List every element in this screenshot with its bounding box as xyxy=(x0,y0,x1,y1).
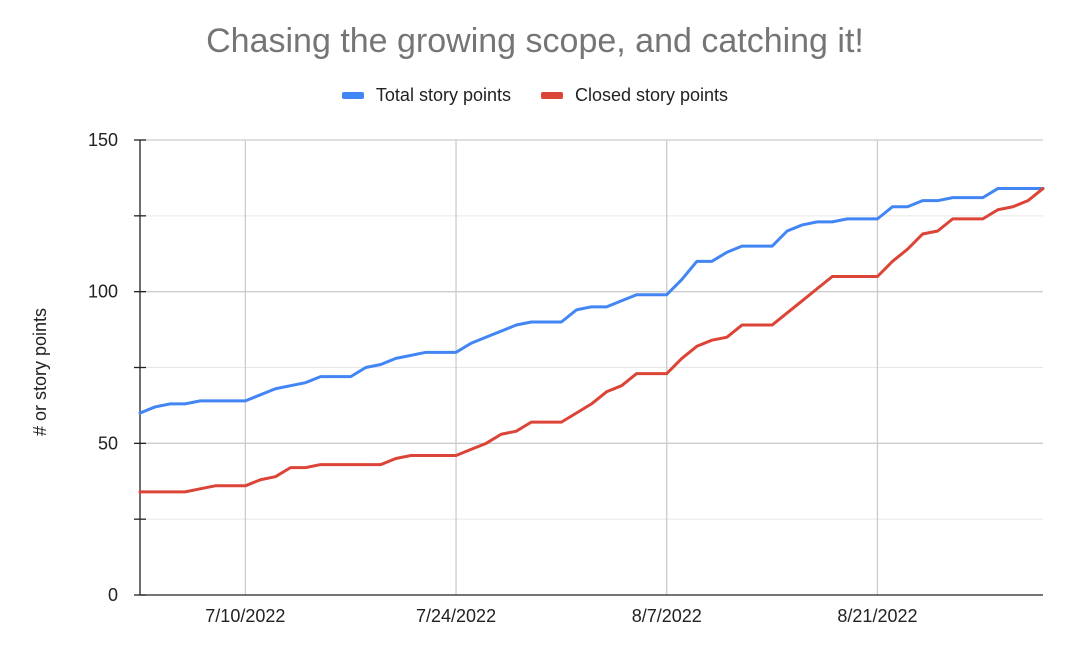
legend-swatch-closed xyxy=(540,92,563,99)
series-line-closed xyxy=(138,187,1045,494)
x-tick-label: 7/24/2022 xyxy=(416,606,496,626)
legend-item-total: Total story points xyxy=(341,85,511,106)
x-tick-label: 8/21/2022 xyxy=(837,606,917,626)
axes xyxy=(134,139,1043,596)
series-line-total xyxy=(138,187,1045,415)
legend-swatch-total xyxy=(341,92,364,99)
legend-label-total: Total story points xyxy=(375,85,511,105)
y-tick-label: 150 xyxy=(88,130,118,150)
gridlines xyxy=(140,139,1043,595)
chart-legend: Total story points Closed story points xyxy=(0,85,1070,106)
chart-title: Chasing the growing scope, and catching … xyxy=(206,22,864,60)
y-axis-label: # or story points xyxy=(30,308,50,436)
legend-label-closed: Closed story points xyxy=(574,85,729,105)
y-tick-label: 50 xyxy=(98,433,118,453)
tick-labels: 0 50 100 150 7/10/2022 7/24/2022 8/7/2022 8/21/… xyxy=(88,130,918,626)
x-tick-label: 8/7/2022 xyxy=(632,606,702,626)
legend-item-closed: Closed story points xyxy=(540,85,729,106)
y-tick-label: 100 xyxy=(88,282,118,302)
x-tick-label: 7/10/2022 xyxy=(205,606,285,626)
y-tick-label: 0 xyxy=(108,585,118,605)
series-lines xyxy=(138,187,1045,494)
